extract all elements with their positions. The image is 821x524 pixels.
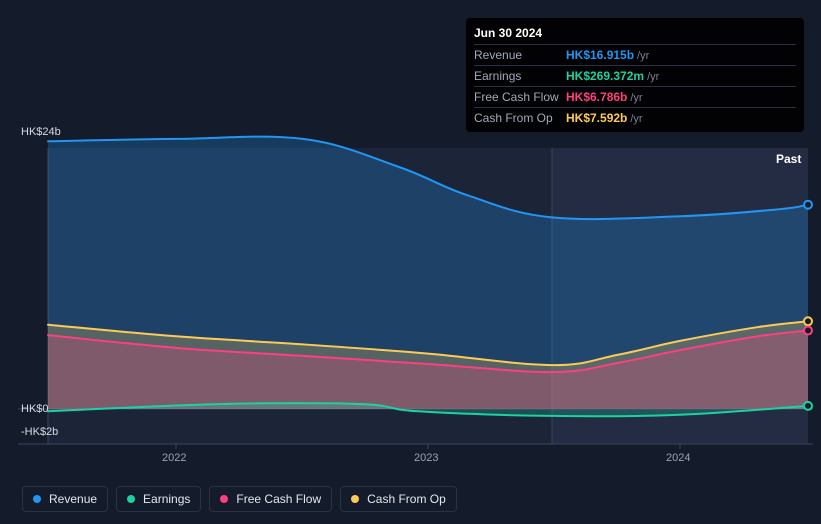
- legend-swatch: [33, 495, 41, 503]
- tooltip-metric-unit: /yr: [647, 71, 659, 83]
- tooltip-metric-value: HK$6.786b: [566, 90, 627, 104]
- financials-chart[interactable]: HK$24b HK$0 -HK$2b 2022 2023 2024 Past: [18, 126, 813, 476]
- tooltip-row: Free Cash FlowHK$6.786b/yr: [474, 86, 796, 107]
- tooltip-row: RevenueHK$16.915b/yr: [474, 44, 796, 65]
- tooltip-date: Jun 30 2024: [474, 24, 796, 44]
- tooltip-metric-value: HK$7.592b: [566, 111, 627, 125]
- tooltip-row: Cash From OpHK$7.592b/yr: [474, 107, 796, 128]
- tooltip-metric-unit: /yr: [630, 92, 642, 104]
- tooltip-metric-label: Free Cash Flow: [474, 90, 566, 104]
- tooltip-row: EarningsHK$269.372m/yr: [474, 65, 796, 86]
- tooltip-metric-value: HK$16.915b: [566, 48, 634, 62]
- tooltip-metric-value: HK$269.372m: [566, 69, 644, 83]
- legend-swatch: [220, 495, 228, 503]
- legend-item[interactable]: Revenue: [22, 486, 108, 512]
- legend-label: Revenue: [49, 492, 97, 506]
- y-axis-tick-label: -HK$2b: [21, 426, 58, 438]
- chart-legend: Revenue Earnings Free Cash Flow Cash From O…: [22, 486, 457, 512]
- legend-swatch: [127, 495, 135, 503]
- tooltip-metric-label: Cash From Op: [474, 111, 566, 125]
- legend-item[interactable]: Cash From Op: [340, 486, 457, 512]
- legend-label: Cash From Op: [367, 492, 446, 506]
- legend-label: Earnings: [143, 492, 190, 506]
- x-axis-tick-label: 2024: [666, 452, 690, 464]
- x-axis-tick-label: 2023: [414, 452, 438, 464]
- y-axis-tick-label: HK$24b: [21, 126, 61, 138]
- tooltip-metric-unit: /yr: [630, 113, 642, 125]
- legend-item[interactable]: Earnings: [116, 486, 201, 512]
- y-axis-tick-label: HK$0: [21, 403, 49, 415]
- tooltip-metric-unit: /yr: [637, 50, 649, 62]
- legend-item[interactable]: Free Cash Flow: [209, 486, 332, 512]
- x-axis-tick-label: 2022: [162, 452, 186, 464]
- chart-tooltip: Jun 30 2024 RevenueHK$16.915b/yrEarnings…: [466, 18, 804, 132]
- legend-label: Free Cash Flow: [236, 492, 321, 506]
- past-period-label: Past: [776, 152, 801, 166]
- tooltip-metric-label: Revenue: [474, 48, 566, 62]
- legend-swatch: [351, 495, 359, 503]
- tooltip-metric-label: Earnings: [474, 69, 566, 83]
